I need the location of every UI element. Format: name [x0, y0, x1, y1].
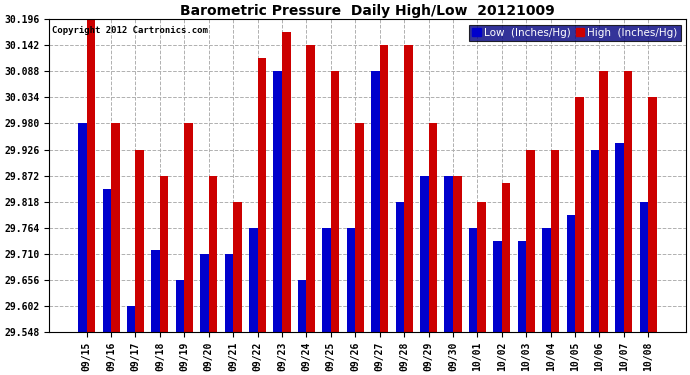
- Bar: [355, 123, 364, 332]
- Bar: [395, 202, 404, 332]
- Bar: [322, 228, 331, 332]
- Bar: [428, 123, 437, 332]
- Bar: [184, 123, 193, 332]
- Bar: [78, 123, 87, 332]
- Bar: [160, 176, 168, 332]
- Bar: [453, 176, 462, 332]
- Bar: [347, 228, 355, 332]
- Bar: [371, 71, 380, 332]
- Bar: [200, 254, 209, 332]
- Bar: [469, 228, 477, 332]
- Bar: [493, 241, 502, 332]
- Bar: [380, 45, 388, 332]
- Bar: [249, 228, 257, 332]
- Bar: [518, 241, 526, 332]
- Bar: [420, 176, 428, 332]
- Bar: [624, 71, 633, 332]
- Bar: [103, 189, 111, 332]
- Bar: [306, 45, 315, 332]
- Bar: [600, 71, 608, 332]
- Bar: [282, 32, 290, 332]
- Bar: [526, 150, 535, 332]
- Bar: [298, 280, 306, 332]
- Bar: [640, 202, 649, 332]
- Bar: [135, 150, 144, 332]
- Bar: [233, 202, 242, 332]
- Bar: [649, 98, 657, 332]
- Bar: [111, 123, 119, 332]
- Bar: [615, 143, 624, 332]
- Bar: [225, 254, 233, 332]
- Bar: [502, 183, 511, 332]
- Bar: [542, 228, 551, 332]
- Bar: [87, 20, 95, 332]
- Bar: [575, 98, 584, 332]
- Bar: [257, 58, 266, 332]
- Bar: [273, 71, 282, 332]
- Bar: [551, 150, 559, 332]
- Legend: Low  (Inches/Hg), High  (Inches/Hg): Low (Inches/Hg), High (Inches/Hg): [469, 24, 680, 41]
- Bar: [209, 176, 217, 332]
- Bar: [477, 202, 486, 332]
- Bar: [176, 280, 184, 332]
- Bar: [331, 71, 339, 332]
- Bar: [566, 215, 575, 332]
- Bar: [151, 250, 160, 332]
- Bar: [444, 176, 453, 332]
- Bar: [404, 45, 413, 332]
- Bar: [127, 306, 135, 332]
- Title: Barometric Pressure  Daily High/Low  20121009: Barometric Pressure Daily High/Low 20121…: [180, 4, 555, 18]
- Bar: [591, 150, 600, 332]
- Text: Copyright 2012 Cartronics.com: Copyright 2012 Cartronics.com: [52, 26, 208, 34]
